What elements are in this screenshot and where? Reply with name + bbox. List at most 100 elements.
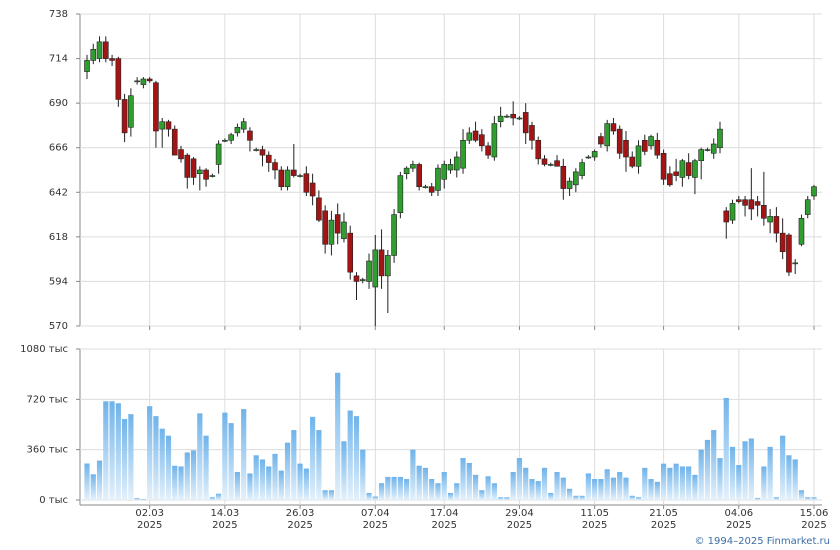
volume-bar [516, 458, 523, 500]
candle-body [128, 95, 134, 128]
x-tick-label: 17.04 [430, 508, 459, 519]
candle-body [90, 48, 97, 61]
volume-bar [811, 497, 817, 500]
volume-bar [623, 477, 629, 500]
candle-body [234, 126, 241, 134]
volume-bar [416, 465, 422, 500]
volume-bar [792, 459, 798, 500]
candle-body [529, 125, 535, 141]
volume-bar [159, 428, 165, 500]
volume-bar [554, 472, 560, 500]
x-tick-label: 02.03 [135, 508, 164, 519]
volume-bar [566, 488, 573, 500]
candle-body [754, 201, 761, 206]
x-tick-label: 26.03 [286, 508, 315, 519]
x-tick-label: 21.05 [649, 508, 678, 519]
volume-bar [391, 476, 397, 500]
volume-bar [322, 490, 328, 500]
candle-body [516, 117, 523, 120]
volume-bar [96, 460, 103, 500]
candle-body [761, 204, 767, 219]
candle-body [203, 169, 209, 180]
volume-bar [454, 483, 460, 500]
candle-body [685, 162, 692, 176]
y-tick-label: 594 [49, 276, 68, 287]
candle-body [316, 197, 322, 221]
volume-bar [228, 423, 234, 500]
candle-body [547, 164, 554, 166]
candle-body [265, 154, 272, 163]
candle-body [334, 214, 341, 234]
candle-body [654, 139, 661, 156]
candle-body [504, 115, 510, 118]
volume-bar [729, 446, 736, 500]
volume-bar [378, 483, 385, 500]
x-tick-year: 2025 [432, 520, 457, 531]
candle-body [497, 115, 504, 123]
candle-body [178, 149, 184, 160]
volume-bar [780, 435, 786, 500]
volume-bar [510, 472, 516, 500]
candle-body [598, 136, 604, 145]
candle-body [773, 216, 780, 234]
candle-body [798, 217, 805, 245]
volume-bar [360, 449, 366, 500]
candle-body [447, 164, 454, 171]
volume-bar [447, 493, 454, 500]
volume-bar [723, 397, 729, 500]
candle-body [366, 260, 372, 282]
candle-body [121, 99, 128, 134]
volume-bar [673, 463, 679, 500]
x-tick-year: 2025 [726, 520, 751, 531]
volume-bar [115, 403, 121, 500]
volume-bar [523, 467, 529, 500]
candle-body [103, 41, 109, 59]
volume-bar [222, 412, 228, 500]
volume-bar [266, 466, 272, 500]
volume-bar [560, 477, 566, 500]
x-tick-year: 2025 [137, 520, 162, 531]
candle-body [704, 149, 711, 151]
volume-bar [190, 450, 197, 500]
candle-body [710, 143, 717, 154]
copyright: © 1994–2025 Finmarket.ru [694, 536, 830, 547]
volume-bar [303, 468, 309, 500]
y-tick-label: 618 [49, 232, 68, 243]
x-tick-year: 2025 [287, 520, 312, 531]
volume-bar [259, 459, 266, 500]
volume-bar [466, 462, 472, 500]
candle-body [303, 173, 310, 193]
candle-body [510, 113, 516, 119]
candle-body [748, 199, 755, 210]
volume-bar [247, 473, 253, 500]
candle-body [96, 41, 103, 59]
candle-body [171, 128, 178, 156]
volume-bar [134, 498, 140, 500]
volume-bar [90, 474, 96, 500]
volume-bar [140, 499, 147, 500]
x-tick-year: 2025 [801, 520, 826, 531]
volume-bar [717, 458, 723, 500]
volume-bar [284, 442, 291, 500]
volume-bar [529, 479, 535, 500]
candle-body [84, 60, 90, 72]
volume-bar [479, 490, 485, 500]
candle-body [422, 186, 429, 189]
volume-bar [541, 467, 548, 500]
candle-body [723, 210, 730, 223]
candle-body [184, 154, 191, 178]
volume-bar [604, 469, 610, 500]
volume-bar [635, 497, 642, 500]
candle-body [165, 121, 172, 130]
y-tick-label: 360 тыс [27, 445, 68, 456]
candle-body [735, 199, 742, 202]
candle-body [403, 167, 410, 175]
candle-body [284, 169, 291, 188]
candle-body [610, 123, 617, 132]
volume-bar [310, 416, 316, 500]
volume-bar [216, 493, 222, 500]
volume-bar [748, 438, 754, 500]
volume-bar [742, 441, 748, 500]
candle-body [629, 156, 636, 167]
